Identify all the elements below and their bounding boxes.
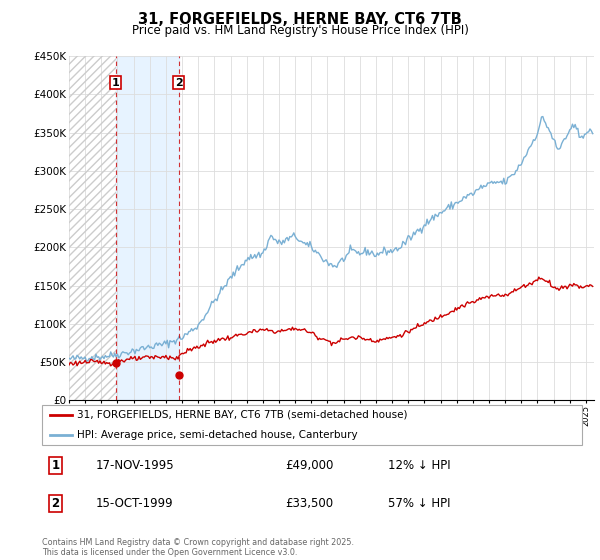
Text: 2: 2 <box>52 497 59 510</box>
Bar <box>116 56 179 400</box>
Text: £33,500: £33,500 <box>285 497 333 510</box>
Text: £49,000: £49,000 <box>285 459 334 472</box>
Text: 1: 1 <box>52 459 59 472</box>
Bar <box>69 56 116 400</box>
Text: 31, FORGEFIELDS, HERNE BAY, CT6 7TB: 31, FORGEFIELDS, HERNE BAY, CT6 7TB <box>138 12 462 27</box>
Text: 15-OCT-1999: 15-OCT-1999 <box>96 497 173 510</box>
Text: Price paid vs. HM Land Registry's House Price Index (HPI): Price paid vs. HM Land Registry's House … <box>131 24 469 36</box>
Text: Contains HM Land Registry data © Crown copyright and database right 2025.
This d: Contains HM Land Registry data © Crown c… <box>42 538 354 557</box>
Bar <box>69 56 116 400</box>
Text: 31, FORGEFIELDS, HERNE BAY, CT6 7TB (semi-detached house): 31, FORGEFIELDS, HERNE BAY, CT6 7TB (sem… <box>77 410 407 420</box>
Text: HPI: Average price, semi-detached house, Canterbury: HPI: Average price, semi-detached house,… <box>77 430 358 440</box>
Text: 12% ↓ HPI: 12% ↓ HPI <box>388 459 450 472</box>
Text: 1: 1 <box>112 78 119 88</box>
Text: 57% ↓ HPI: 57% ↓ HPI <box>388 497 450 510</box>
Text: 17-NOV-1995: 17-NOV-1995 <box>96 459 175 472</box>
FancyBboxPatch shape <box>42 405 582 445</box>
Text: 2: 2 <box>175 78 182 88</box>
